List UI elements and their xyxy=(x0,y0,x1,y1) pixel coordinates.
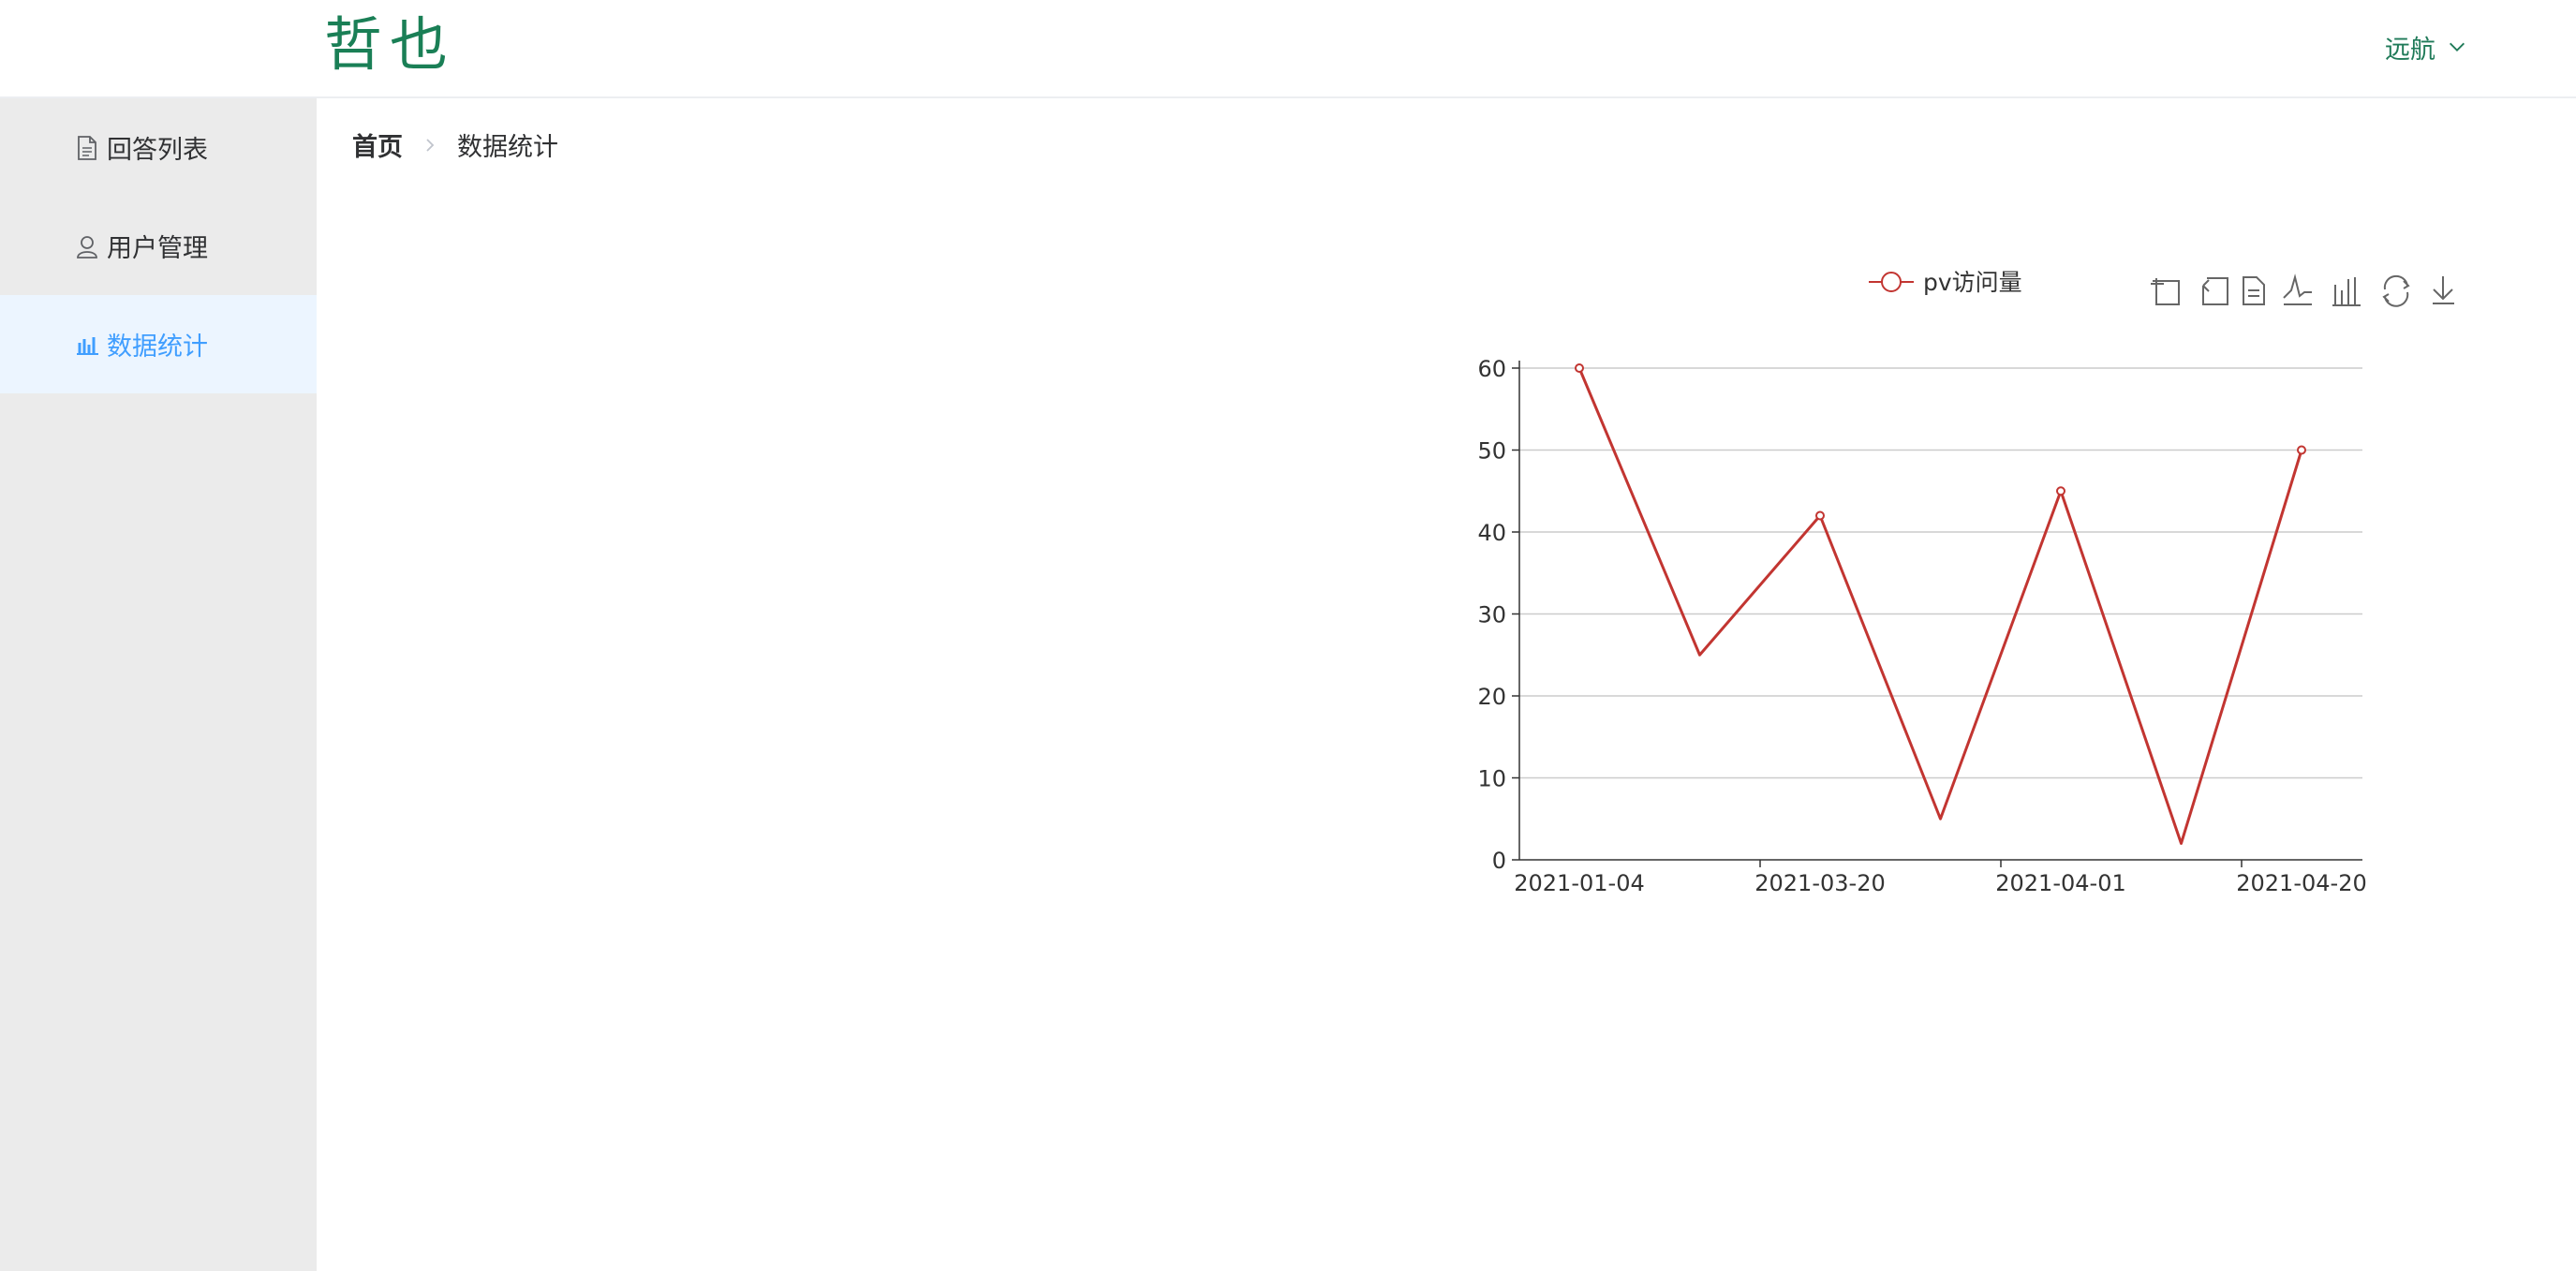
y-tick-label: 20 xyxy=(1477,684,1506,710)
logo: 哲也 xyxy=(324,10,456,79)
x-tick-label: 2021-01-04 xyxy=(1514,870,1644,896)
y-tick-label: 30 xyxy=(1477,602,1506,628)
x-tick-label: 2021-04-01 xyxy=(1995,870,2125,896)
line-type-icon[interactable] xyxy=(2283,273,2312,305)
breadcrumb-home[interactable]: 首页 xyxy=(352,133,403,162)
breadcrumb: 首页 数据统计 xyxy=(352,126,558,163)
user-icon xyxy=(75,233,99,259)
sidebar-item-label: 回答列表 xyxy=(107,136,208,165)
y-tick-label: 10 xyxy=(1477,766,1506,792)
chart-series xyxy=(1575,363,2306,845)
chart-axes: 0 10 20 30 40 50 60 2021-01-04 2021-03-20 2021-04… xyxy=(1477,356,2366,896)
sidebar-item-answers[interactable]: 回答列表 xyxy=(0,98,317,197)
legend-label: pv访问量 xyxy=(1923,269,2022,296)
breadcrumb-current: 数据统计 xyxy=(457,133,558,162)
chart-grid xyxy=(1519,367,2362,779)
y-tick-label: 60 xyxy=(1477,356,1506,382)
x-tick-label: 2021-04-20 xyxy=(2236,870,2366,896)
y-tick-label: 0 xyxy=(1492,848,1506,874)
bar-chart-icon xyxy=(75,332,99,358)
user-name: 远航 xyxy=(2385,35,2435,65)
bar-type-icon[interactable] xyxy=(2332,277,2361,306)
sidebar: 回答列表 用户管理 数据统计 xyxy=(0,98,317,1271)
sidebar-item-label: 数据统计 xyxy=(107,333,208,362)
data-point[interactable] xyxy=(2297,445,2306,455)
data-point[interactable] xyxy=(1575,363,1584,373)
chevron-right-icon xyxy=(422,137,438,154)
sidebar-item-statistics[interactable]: 数据统计 xyxy=(0,295,317,393)
main-content: 首页 数据统计 xyxy=(317,98,2576,1271)
y-tick-label: 50 xyxy=(1477,438,1506,465)
zoom-reset-icon[interactable] xyxy=(2202,277,2228,305)
series-line-pv xyxy=(1577,367,2303,845)
data-view-icon[interactable] xyxy=(2243,276,2265,305)
chart-toolbox xyxy=(2151,273,2454,307)
zoom-icon[interactable] xyxy=(2151,278,2180,305)
x-tick-label: 2021-03-20 xyxy=(1754,870,1885,896)
legend-marker xyxy=(1881,272,1902,292)
document-icon xyxy=(75,135,99,161)
legend[interactable]: pv访问量 xyxy=(1869,269,2022,296)
y-tick-label: 40 xyxy=(1477,520,1506,546)
data-point[interactable] xyxy=(2056,486,2065,496)
restore-icon[interactable] xyxy=(2382,274,2410,307)
sidebar-item-users[interactable]: 用户管理 xyxy=(0,197,317,295)
user-dropdown[interactable]: 远航 xyxy=(2385,28,2467,66)
sidebar-item-label: 用户管理 xyxy=(107,234,208,263)
save-image-icon[interactable] xyxy=(2433,276,2454,304)
chevron-down-icon xyxy=(2450,42,2465,52)
top-header: 哲也 远航 xyxy=(0,0,2576,98)
data-point[interactable] xyxy=(1815,510,1825,521)
